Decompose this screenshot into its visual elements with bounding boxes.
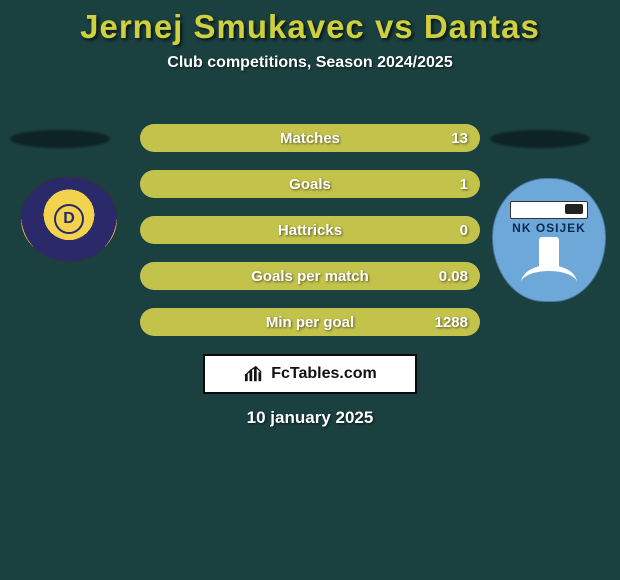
- stat-bar-label: Matches: [140, 124, 480, 152]
- club-badge-right: NK OSIJEK: [492, 178, 606, 302]
- stat-bar-value: 1288: [435, 308, 468, 336]
- stat-bar-label: Min per goal: [140, 308, 480, 336]
- club-badge-left: D: [20, 176, 118, 262]
- stat-bar: Goals1: [140, 170, 480, 198]
- stat-bar-label: Hattricks: [140, 216, 480, 244]
- title-text: Jernej Smukavec vs Dantas: [80, 8, 540, 45]
- stat-bar-value: 0.08: [439, 262, 468, 290]
- club-badge-right-bridge: [521, 237, 577, 285]
- stat-bar: Matches13: [140, 124, 480, 152]
- shadow-ellipse-right: [490, 130, 590, 148]
- stat-bar-label: Goals: [140, 170, 480, 198]
- club-badge-right-stripe: [510, 201, 588, 219]
- stat-bar-value: 0: [460, 216, 468, 244]
- stat-bars: Matches13 Goals1 Hattricks0 Goals per match…: [140, 124, 480, 354]
- shadow-ellipse-left: [10, 130, 110, 148]
- brand-text: FcTables.com: [271, 365, 377, 383]
- club-badge-right-label: NK OSIJEK: [512, 221, 586, 235]
- stat-bar-value: 1: [460, 170, 468, 198]
- stat-bar: Hattricks0: [140, 216, 480, 244]
- stat-bar: Goals per match0.08: [140, 262, 480, 290]
- subtitle: Club competitions, Season 2024/2025: [0, 54, 620, 72]
- date-value: 10 january 2025: [247, 408, 374, 427]
- subtitle-text: Club competitions, Season 2024/2025: [167, 54, 452, 71]
- stat-bar-value: 13: [451, 124, 468, 152]
- stat-bar: Min per goal1288: [140, 308, 480, 336]
- brand-box: FcTables.com: [203, 354, 417, 394]
- bar-chart-icon: [243, 365, 265, 383]
- page-title: Jernej Smukavec vs Dantas: [0, 0, 620, 46]
- stat-bar-label: Goals per match: [140, 262, 480, 290]
- date-text: 10 january 2025: [0, 408, 620, 428]
- club-badge-left-letter: D: [54, 204, 84, 234]
